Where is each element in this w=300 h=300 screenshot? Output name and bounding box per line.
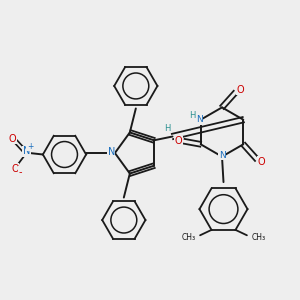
Text: O: O [175,136,183,146]
Text: -: - [19,167,22,177]
Text: O: O [257,157,265,167]
Text: CH₃: CH₃ [182,232,196,242]
Text: O: O [236,85,244,95]
Text: CH₃: CH₃ [251,232,266,242]
Text: H: H [164,124,170,133]
Text: N: N [196,115,202,124]
Text: +: + [27,142,33,151]
Text: H: H [189,111,196,120]
Text: N: N [219,151,225,160]
Text: N: N [108,147,115,157]
Text: N: N [23,146,30,157]
Text: O: O [11,164,19,174]
Text: O: O [8,134,16,144]
